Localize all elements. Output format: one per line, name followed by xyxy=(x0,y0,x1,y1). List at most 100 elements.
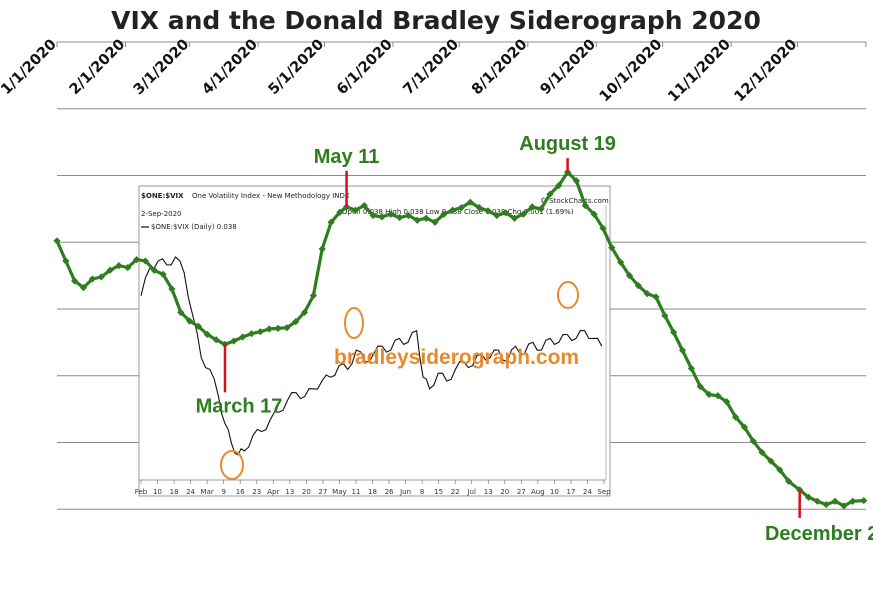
inset-tick-label: May xyxy=(332,488,346,496)
bradley-point xyxy=(776,466,784,474)
date-label: 1/1/2020 xyxy=(0,37,60,99)
bradley-point xyxy=(475,203,483,212)
bradley-point xyxy=(696,382,704,391)
x-axis-date-labels: 1/1/2020 2/1/2020 3/1/2020 4/1/2020 5/1/2020… xyxy=(0,37,800,106)
bradley-point xyxy=(230,337,238,345)
inset-tick-label: Jun xyxy=(399,488,411,496)
bradley-point xyxy=(643,290,651,298)
bradley-point xyxy=(678,346,687,354)
inset-tick-label: 15 xyxy=(434,488,443,496)
bradley-point xyxy=(652,293,660,301)
bradley-point xyxy=(546,190,554,198)
bradley-point xyxy=(749,437,757,445)
bradley-point xyxy=(537,205,545,213)
bradley-point xyxy=(247,330,256,338)
inset-tick-label: 13 xyxy=(484,488,493,496)
bradley-point xyxy=(369,211,377,220)
inset-tick-label: 24 xyxy=(186,488,195,496)
bradley-point xyxy=(79,284,88,292)
bradley-point xyxy=(194,322,203,330)
bradley-point xyxy=(714,392,722,400)
annotation-label: August 19 xyxy=(519,133,616,155)
bradley-point xyxy=(510,214,519,222)
bradley-point xyxy=(687,364,695,373)
bradley-point xyxy=(608,243,616,252)
inset-tick-label: 27 xyxy=(318,488,327,496)
turning-point-annotations: May 11 August 19 March 17 December 2 xyxy=(196,133,873,545)
bradley-point xyxy=(265,325,273,333)
date-label: 7/1/2020 xyxy=(401,37,463,99)
bradley-point xyxy=(440,210,448,218)
bradley-point xyxy=(555,181,563,190)
annotation-label: May 11 xyxy=(314,146,380,168)
bradley-point xyxy=(404,211,413,220)
bradley-point xyxy=(740,423,749,431)
date-label: 8/1/2020 xyxy=(469,37,531,99)
orange-circle-may xyxy=(344,307,364,339)
inset-tick-label: 10 xyxy=(153,488,162,496)
bradley-point xyxy=(141,257,150,265)
bradley-point xyxy=(528,203,536,211)
inset-tick-label: 24 xyxy=(583,488,592,496)
annotation-label: December 2 xyxy=(765,523,873,545)
bradley-point xyxy=(88,275,96,283)
inset-watermark: bradleysiderograph.com xyxy=(334,346,579,369)
vix-series-line xyxy=(140,256,603,456)
bradley-point xyxy=(599,224,607,232)
bradley-point xyxy=(860,496,868,505)
bradley-point xyxy=(723,398,731,406)
bradley-point xyxy=(177,308,185,316)
date-label: 11/1/2020 xyxy=(665,37,734,106)
inset-tick-label: 22 xyxy=(451,488,460,496)
bradley-point xyxy=(186,317,194,325)
orange-circle-march xyxy=(220,450,244,480)
bradley-point xyxy=(822,500,830,509)
bradley-point xyxy=(115,262,123,270)
bradley-point xyxy=(431,218,439,226)
inset-date-line: 2-Sep-2020 xyxy=(141,210,182,218)
bradley-point xyxy=(670,328,678,336)
inset-tick-label: 20 xyxy=(302,488,311,496)
bradley-point xyxy=(493,211,501,220)
bradley-point xyxy=(159,270,167,278)
bradley-point xyxy=(71,277,79,285)
inset-tick-label: 23 xyxy=(252,488,261,496)
inset-tick-label: 27 xyxy=(517,488,526,496)
bradley-point xyxy=(97,273,105,281)
bradley-point xyxy=(168,285,176,293)
bradley-point xyxy=(484,207,492,215)
bradley-point xyxy=(519,210,527,218)
bradley-point xyxy=(203,330,211,338)
inset-tick-label: 16 xyxy=(236,488,245,496)
date-label: 2/1/2020 xyxy=(67,37,129,99)
bradley-point xyxy=(449,206,457,214)
inset-credit: © StockCharts.com xyxy=(540,197,609,205)
inset-tick-label: 18 xyxy=(170,488,179,496)
inset-tick-label: 13 xyxy=(285,488,294,496)
bradley-point xyxy=(327,218,335,226)
inset-header-title: One Volatility Index - New Methodology I… xyxy=(192,192,350,200)
bradley-point xyxy=(309,292,318,300)
bradley-series-markers xyxy=(53,168,868,510)
chart-title: VIX and the Donald Bradley Siderograph 2… xyxy=(111,6,761,35)
inset-x-axis-ticks: Feb 10 18 24 Mar 9 16 23 Apr 13 20 27 May 11 18 26 Jun 8 1… xyxy=(135,480,611,496)
date-label: 5/1/2020 xyxy=(266,37,328,99)
bradley-point xyxy=(572,177,581,185)
bradley-siderograph-series xyxy=(53,168,868,510)
bradley-point xyxy=(387,210,395,218)
annotation-label: March 17 xyxy=(196,395,283,417)
date-label: 10/1/2020 xyxy=(597,37,666,106)
bradley-point xyxy=(351,206,360,214)
bradley-point xyxy=(413,216,421,224)
bradley-point xyxy=(840,502,848,510)
inset-header-symbol: $ONE:$VIX xyxy=(141,192,184,200)
bradley-point xyxy=(731,413,740,421)
inset-tick-label: 26 xyxy=(385,488,394,496)
bradley-point xyxy=(53,237,61,245)
bradley-point xyxy=(300,308,309,316)
bradley-point xyxy=(804,493,813,501)
bradley-point xyxy=(625,272,634,280)
bradley-point xyxy=(360,201,368,210)
inset-tick-label: 8 xyxy=(420,488,424,496)
